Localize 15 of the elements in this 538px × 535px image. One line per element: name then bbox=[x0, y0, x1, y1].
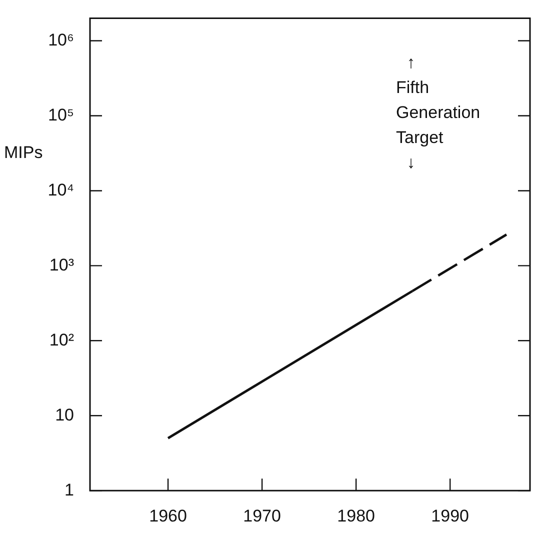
annotation: Fifth Generation Target bbox=[396, 77, 482, 149]
x-tick-label: 1980 bbox=[337, 506, 375, 526]
x-tick-label: 1990 bbox=[431, 506, 469, 526]
y-tick-label: 1 bbox=[64, 480, 74, 500]
y-tick-label: 10 bbox=[55, 405, 74, 424]
y-tick-label: 10⁶ bbox=[48, 30, 74, 50]
y-axis-title: MIPs bbox=[4, 142, 43, 162]
annotation: ↓ bbox=[406, 152, 416, 174]
y-tick-label: 10⁵ bbox=[48, 105, 74, 124]
y-tick-label: 10³ bbox=[49, 255, 74, 274]
x-tick-label: 1960 bbox=[149, 506, 187, 526]
annotation: ↑ bbox=[406, 52, 416, 74]
x-tick-label: 1970 bbox=[243, 506, 281, 526]
y-tick-label: 10⁴ bbox=[48, 180, 74, 200]
y-tick-label: 10² bbox=[49, 330, 74, 350]
